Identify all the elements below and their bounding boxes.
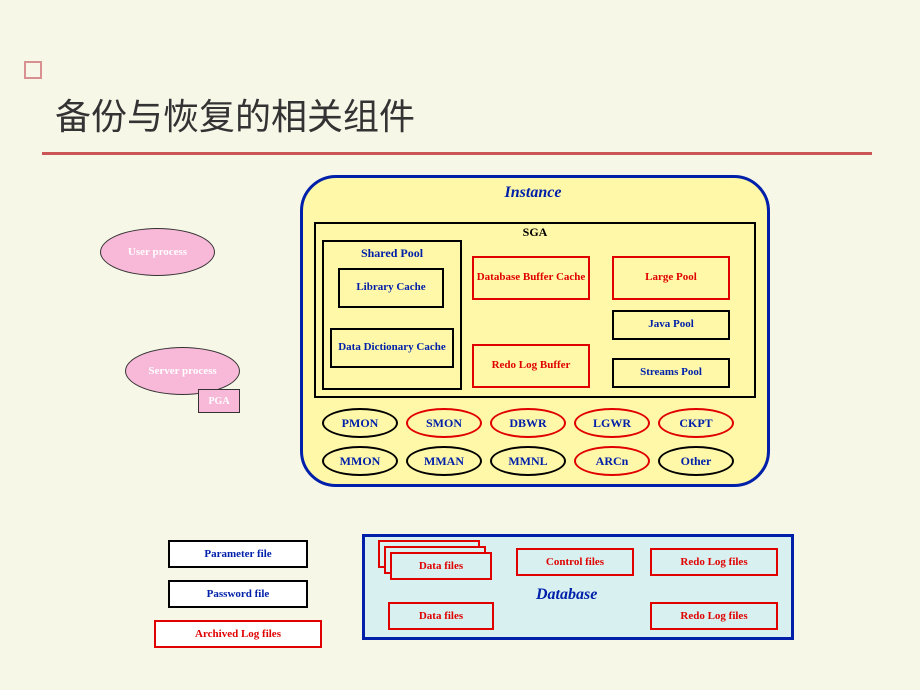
- control-files-label: Control files: [546, 556, 604, 568]
- title-underline: [42, 152, 872, 155]
- db-buffer-cache: Database Buffer Cache: [472, 256, 590, 300]
- data-files-2: Data files: [388, 602, 494, 630]
- streams-pool-label: Streams Pool: [640, 366, 702, 379]
- pga-label: PGA: [208, 396, 229, 407]
- control-files: Control files: [516, 548, 634, 576]
- process-smon: SMON: [406, 408, 482, 438]
- server-process: Server process: [125, 347, 240, 395]
- data-files-stack-front: Data files: [390, 552, 492, 580]
- pga-box: PGA: [198, 389, 240, 413]
- redo-log-files-2-label: Redo Log files: [680, 610, 747, 622]
- shared-pool-label: Shared Pool: [324, 246, 460, 261]
- corner-decor: [24, 61, 42, 79]
- data-dictionary-cache: Data Dictionary Cache: [330, 328, 454, 368]
- process-mmon: MMON: [322, 446, 398, 476]
- process-other: Other: [658, 446, 734, 476]
- process-ckpt: CKPT: [658, 408, 734, 438]
- process-lgwr: LGWR: [574, 408, 650, 438]
- process-pmon: PMON: [322, 408, 398, 438]
- user-process: User process: [100, 228, 215, 276]
- file-archived-log-files: Archived Log files: [154, 620, 322, 648]
- process-mman: MMAN: [406, 446, 482, 476]
- redo-log-files-1: Redo Log files: [650, 548, 778, 576]
- redo-log-files-1-label: Redo Log files: [680, 556, 747, 568]
- java-pool: Java Pool: [612, 310, 730, 340]
- redo-log-buffer: Redo Log Buffer: [472, 344, 590, 388]
- library-cache: Library Cache: [338, 268, 444, 308]
- data-files-2-label: Data files: [419, 610, 463, 622]
- redo-log-files-2: Redo Log files: [650, 602, 778, 630]
- large-pool-label: Large Pool: [645, 271, 697, 284]
- process-mmnl: MMNL: [490, 446, 566, 476]
- instance-label: Instance: [478, 184, 588, 202]
- streams-pool: Streams Pool: [612, 358, 730, 388]
- sga-label: SGA: [520, 225, 550, 240]
- process-arcn: ARCn: [574, 446, 650, 476]
- database-label: Database: [536, 586, 597, 604]
- java-pool-label: Java Pool: [648, 318, 694, 331]
- server-process-label: Server process: [148, 365, 216, 377]
- process-dbwr: DBWR: [490, 408, 566, 438]
- file-password-file: Password file: [168, 580, 308, 608]
- slide-title: 备份与恢复的相关组件: [55, 88, 415, 140]
- redo-log-buffer-label: Redo Log Buffer: [492, 359, 571, 372]
- library-cache-label: Library Cache: [356, 281, 425, 294]
- file-parameter-file: Parameter file: [168, 540, 308, 568]
- db-buffer-cache-label: Database Buffer Cache: [477, 271, 586, 284]
- data-dict-cache-label: Data Dictionary Cache: [338, 341, 446, 354]
- user-process-label: User process: [128, 246, 187, 258]
- large-pool: Large Pool: [612, 256, 730, 300]
- data-files-label: Data files: [419, 560, 463, 572]
